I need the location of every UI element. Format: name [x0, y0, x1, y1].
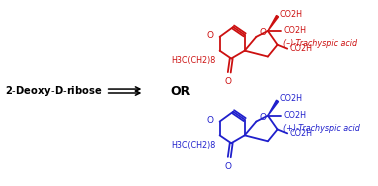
Text: O: O	[207, 116, 214, 125]
Text: CO2H: CO2H	[284, 26, 306, 36]
Text: H3C(CH2)8: H3C(CH2)8	[172, 141, 216, 150]
Text: CO2H: CO2H	[279, 10, 302, 19]
Text: (–)-Trachyspic acid: (–)-Trachyspic acid	[284, 39, 358, 48]
Text: H3C(CH2)8: H3C(CH2)8	[172, 56, 216, 65]
Text: $\mathit{\mathbf{2}}$-$\mathit{\mathbf{Deoxy}}$-$\mathit{\mathbf{D}}$-$\mathit{\: $\mathit{\mathbf{2}}$-$\mathit{\mathbf{D…	[5, 84, 103, 98]
Text: O: O	[225, 162, 232, 171]
Text: O: O	[259, 28, 266, 37]
Polygon shape	[268, 100, 279, 116]
Text: CO2H: CO2H	[289, 129, 312, 138]
Text: (+)-Trachyspic acid: (+)-Trachyspic acid	[284, 124, 360, 133]
Text: O: O	[259, 113, 266, 122]
Text: CO2H: CO2H	[289, 44, 312, 53]
Text: CO2H: CO2H	[284, 111, 306, 120]
Polygon shape	[268, 15, 279, 31]
Text: CO2H: CO2H	[279, 94, 302, 103]
Text: OR: OR	[171, 84, 191, 97]
Text: O: O	[207, 31, 214, 40]
Text: O: O	[225, 77, 232, 86]
